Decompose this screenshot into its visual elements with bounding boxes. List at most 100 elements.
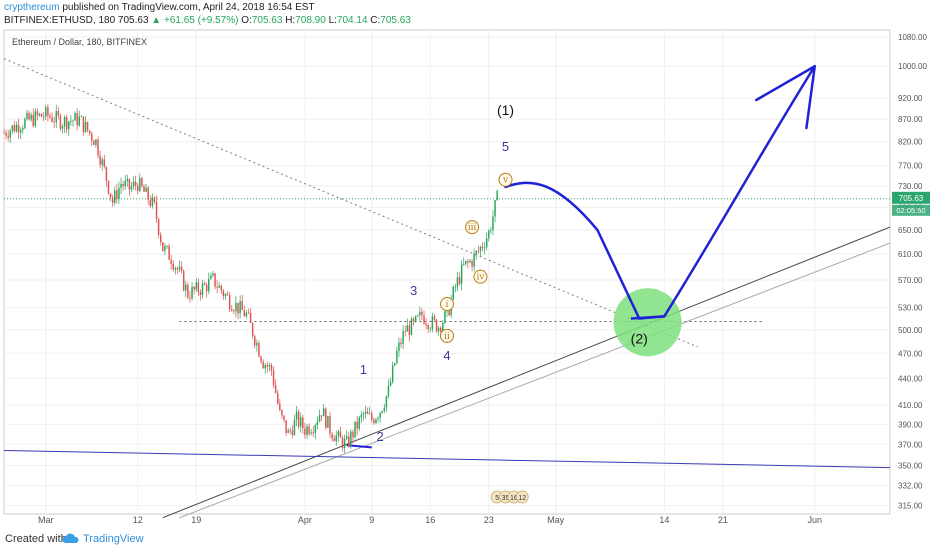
candle-body xyxy=(153,197,156,202)
price-change: ▲ +61.65 (+9.57%) xyxy=(151,15,239,26)
candle-body xyxy=(274,385,277,393)
candle-body xyxy=(174,267,177,270)
chart-header: crypthereum published on TradingView.com… xyxy=(0,0,932,28)
candle-body xyxy=(126,178,129,182)
candle-body xyxy=(17,124,20,133)
candle-body xyxy=(383,407,386,411)
candle-body xyxy=(488,230,490,239)
candle-body xyxy=(114,190,116,203)
candle-body xyxy=(404,331,406,333)
candle-body xyxy=(128,178,131,190)
candle-body xyxy=(368,413,371,415)
price-tag-label: 705.63 xyxy=(899,194,924,203)
price-tick-label: 1000.00 xyxy=(898,62,927,71)
candle-body xyxy=(157,218,160,235)
candle-body xyxy=(385,395,388,408)
candle-body xyxy=(11,125,14,131)
subwave-label: iv xyxy=(476,273,485,283)
countdown-box xyxy=(892,204,930,216)
candle-body xyxy=(74,113,76,121)
candle-body xyxy=(471,260,473,267)
candle-body xyxy=(350,431,352,447)
candle-body xyxy=(124,181,126,187)
candle-body xyxy=(398,342,400,351)
candle-body xyxy=(151,197,154,206)
candle-body xyxy=(78,116,80,126)
candle-body xyxy=(293,419,296,436)
tradingview-link[interactable]: TradingView xyxy=(83,533,144,545)
candle-body xyxy=(270,364,273,371)
candle-body xyxy=(414,316,417,322)
rising-trendline-lower xyxy=(179,242,891,519)
candle-body xyxy=(97,139,99,156)
candle-body xyxy=(155,201,158,219)
candle-body xyxy=(287,430,289,433)
price-tick-label: 350.00 xyxy=(898,461,923,470)
footer: Created with TradingView xyxy=(0,528,932,550)
candle-body xyxy=(408,325,411,335)
candle-body xyxy=(86,122,89,131)
price-tick-label: 870.00 xyxy=(898,115,923,124)
candle-body xyxy=(195,282,197,290)
candle-body xyxy=(141,178,143,187)
subwave-circle xyxy=(473,269,488,284)
chart-frame xyxy=(3,29,891,515)
event-badge-label: 35 xyxy=(502,495,510,502)
candle-body xyxy=(299,417,302,427)
candle-body xyxy=(53,121,55,123)
candle-body xyxy=(469,260,471,263)
price-tick-label: 730.00 xyxy=(898,182,923,191)
descending-trendline xyxy=(3,58,698,348)
subwave-label: i xyxy=(446,300,449,310)
candle-body xyxy=(268,364,271,367)
candle-body xyxy=(364,411,367,414)
event-badges[interactable]: 5 35 16 12 xyxy=(490,490,529,504)
projection-arrowhead xyxy=(755,64,817,130)
ohlc-line: BITFINEX:ETHUSD, 180 705.63 ▲ +61.65 (+9… xyxy=(4,15,411,26)
candle-body xyxy=(40,113,43,117)
price-tag-box xyxy=(892,191,930,204)
candle-body xyxy=(65,117,68,130)
candle-body xyxy=(159,234,162,243)
candle-body xyxy=(178,266,181,270)
current-price-tag: 705.63 02:05:50 xyxy=(892,191,930,216)
candle-body xyxy=(201,283,204,295)
candle-body xyxy=(427,324,429,330)
candle-body xyxy=(285,420,287,433)
high-value: 708.90 xyxy=(295,15,326,26)
candle-body xyxy=(55,110,57,123)
candle-body xyxy=(419,311,421,316)
candle-body xyxy=(49,115,51,118)
candle-body xyxy=(272,370,275,386)
candle-body xyxy=(425,323,427,325)
candle-body xyxy=(243,310,246,317)
candle-body xyxy=(59,115,62,129)
candle-body xyxy=(134,181,137,186)
candle-body xyxy=(389,381,392,386)
event-badge-label: 16 xyxy=(510,495,518,502)
candle-body xyxy=(61,126,64,129)
close-value: 705.63 xyxy=(380,15,411,26)
candle-body xyxy=(228,295,231,310)
countdown-label: 02:05:50 xyxy=(896,206,925,215)
author-link[interactable]: crypthereum xyxy=(4,2,60,13)
candle-body xyxy=(308,426,310,434)
open-value: 705.63 xyxy=(251,15,283,26)
candle-body xyxy=(107,180,110,194)
time-axis[interactable]: Mar 12 19 Apr 9 16 23 May 14 21 Jun xyxy=(38,515,822,525)
candle-body xyxy=(218,285,220,288)
candle-body xyxy=(477,250,480,252)
candle-body xyxy=(281,409,283,416)
price-chart[interactable]: Ethereum / Dollar, 180, BITFINEX 12345(1… xyxy=(0,0,932,528)
candle-body xyxy=(172,263,174,270)
time-tick-label: 23 xyxy=(484,515,494,525)
candle-body xyxy=(396,350,398,364)
candle-body xyxy=(452,286,455,300)
candle-body xyxy=(68,121,70,130)
candle-body xyxy=(51,117,53,122)
price-tick-label: 332.00 xyxy=(898,481,923,490)
candle-body xyxy=(72,120,74,122)
price-axis[interactable]: 315.00 332.00 350.00 370.00 390.00 410.00 440.… xyxy=(898,33,927,510)
candle-body xyxy=(193,286,195,290)
